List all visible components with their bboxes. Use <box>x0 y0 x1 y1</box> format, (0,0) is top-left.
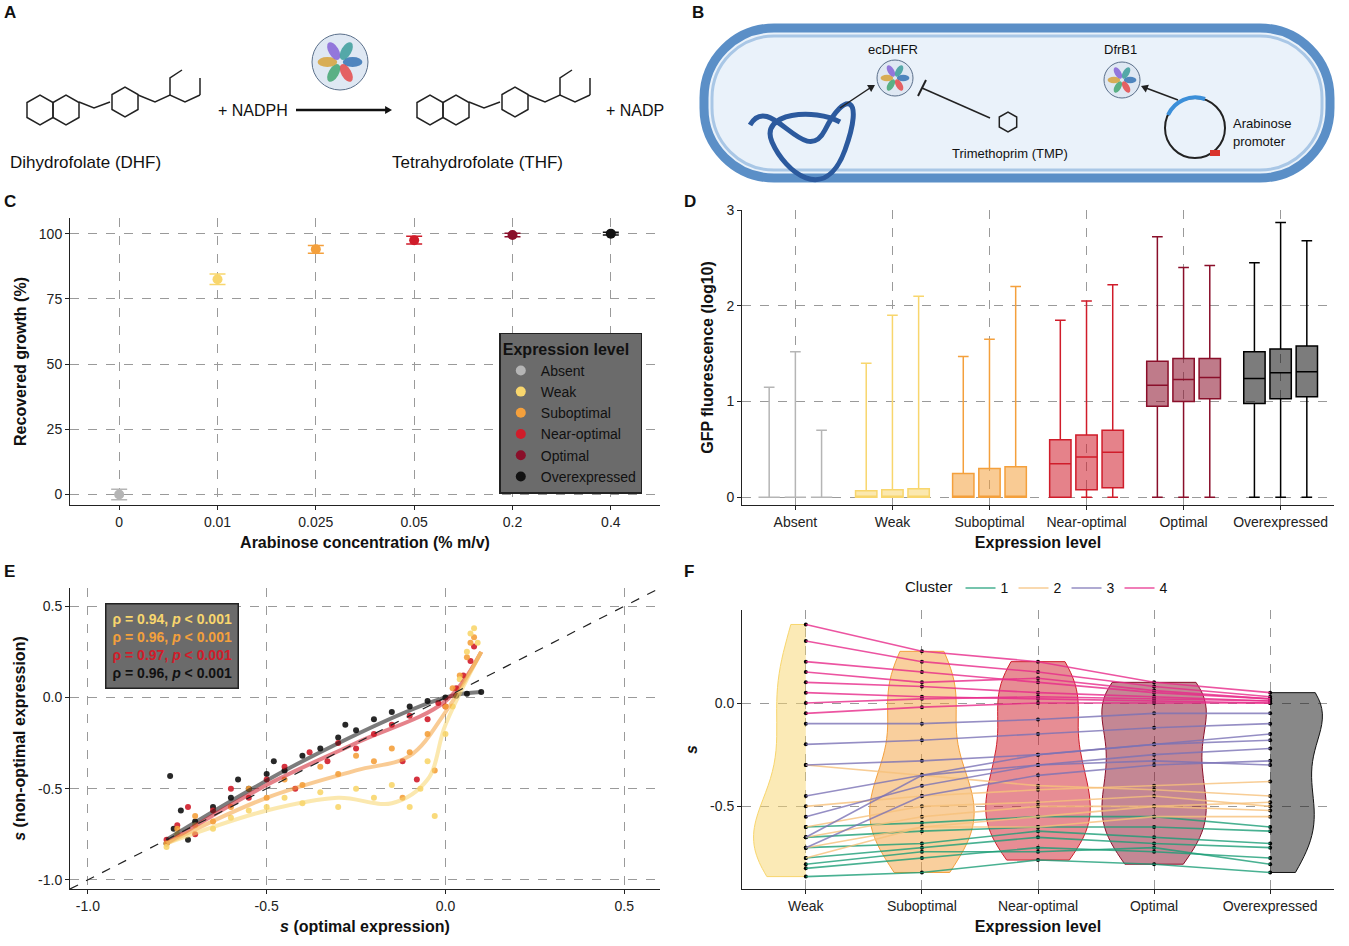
svg-text:s (non-optimal expression): s (non-optimal expression) <box>11 636 28 840</box>
svg-text:Suboptimal: Suboptimal <box>541 405 611 421</box>
svg-text:-0.5: -0.5 <box>710 798 734 814</box>
svg-text:Expression level: Expression level <box>975 534 1101 551</box>
svg-text:promoter: promoter <box>1233 134 1286 149</box>
svg-text:0: 0 <box>115 514 123 530</box>
svg-text:0.4: 0.4 <box>601 514 621 530</box>
svg-text:Weak: Weak <box>541 384 578 400</box>
svg-text:Dihydrofolate (DHF): Dihydrofolate (DHF) <box>10 153 161 172</box>
svg-text:A: A <box>4 3 16 22</box>
svg-text:-1.0: -1.0 <box>38 872 62 888</box>
svg-text:Overexpressed: Overexpressed <box>541 469 636 485</box>
svg-text:s (optimal expression): s (optimal expression) <box>280 918 450 935</box>
svg-text:0.05: 0.05 <box>401 514 428 530</box>
svg-text:3: 3 <box>1107 580 1115 596</box>
svg-text:s: s <box>683 745 700 754</box>
svg-text:75: 75 <box>47 291 63 307</box>
svg-text:0.5: 0.5 <box>43 598 63 614</box>
svg-text:-0.5: -0.5 <box>38 781 62 797</box>
svg-text:GFP fluorescence (log10): GFP fluorescence (log10) <box>699 261 716 454</box>
svg-text:0.025: 0.025 <box>298 514 333 530</box>
svg-text:DfrB1: DfrB1 <box>1104 42 1137 57</box>
svg-text:Overexpressed: Overexpressed <box>1233 514 1328 530</box>
svg-text:0.0: 0.0 <box>436 898 456 914</box>
html-text:D: D <box>684 192 697 211</box>
svg-text:Near-optimal: Near-optimal <box>998 898 1078 914</box>
svg-text:1: 1 <box>1001 580 1009 596</box>
html-text:F: F <box>684 562 695 581</box>
svg-text:Expression level: Expression level <box>503 341 629 358</box>
svg-text:25: 25 <box>47 421 63 437</box>
svg-text:4: 4 <box>1160 580 1168 596</box>
svg-text:Recovered growth (%): Recovered growth (%) <box>12 277 29 446</box>
svg-text:0: 0 <box>54 486 62 502</box>
svg-text:-0.5: -0.5 <box>255 898 279 914</box>
svg-text:Arabinose: Arabinose <box>1233 116 1292 131</box>
svg-text:+ NADPH: + NADPH <box>218 102 288 119</box>
svg-text:Cluster: Cluster <box>905 578 953 595</box>
svg-text:0.2: 0.2 <box>503 514 523 530</box>
svg-text:Expression level: Expression level <box>975 918 1101 935</box>
svg-text:Optimal: Optimal <box>1159 514 1207 530</box>
svg-text:1: 1 <box>726 393 734 409</box>
svg-text:ecDHFR: ecDHFR <box>868 42 918 57</box>
svg-text:Optimal: Optimal <box>1130 898 1178 914</box>
svg-text:Overexpressed: Overexpressed <box>1223 898 1318 914</box>
svg-text:B: B <box>692 3 704 22</box>
html-text:C: C <box>4 192 17 211</box>
svg-text:Trimethoprim (TMP): Trimethoprim (TMP) <box>952 146 1068 161</box>
svg-text:100: 100 <box>39 226 63 242</box>
svg-text:2: 2 <box>1054 580 1062 596</box>
svg-text:0.5: 0.5 <box>615 898 635 914</box>
svg-text:-1.0: -1.0 <box>76 898 100 914</box>
svg-text:Arabinose concentration (% m/v: Arabinose concentration (% m/v) <box>240 534 490 551</box>
html-text:E: E <box>4 562 16 581</box>
svg-text:Near-optimal: Near-optimal <box>1046 514 1126 530</box>
svg-text:Weak: Weak <box>875 514 912 530</box>
svg-text:Tetrahydrofolate (THF): Tetrahydrofolate (THF) <box>392 153 563 172</box>
svg-text:0: 0 <box>726 489 734 505</box>
svg-text:Absent: Absent <box>541 363 585 379</box>
svg-text:3: 3 <box>726 202 734 218</box>
svg-text:+ NADP: + NADP <box>606 102 664 119</box>
svg-text:0.0: 0.0 <box>43 689 63 705</box>
svg-text:Near-optimal: Near-optimal <box>541 426 621 442</box>
svg-text:Absent: Absent <box>774 514 818 530</box>
svg-text:Suboptimal: Suboptimal <box>887 898 957 914</box>
svg-text:0.01: 0.01 <box>204 514 231 530</box>
svg-text:Weak: Weak <box>788 898 825 914</box>
svg-text:0.0: 0.0 <box>715 695 735 711</box>
svg-text:ρ = 0.94, p < 0.001ρ = 0.96, p: ρ = 0.94, p < 0.001ρ = 0.96, p < 0.001ρ … <box>113 611 232 682</box>
svg-text:2: 2 <box>726 298 734 314</box>
svg-text:50: 50 <box>47 356 63 372</box>
svg-text:Suboptimal: Suboptimal <box>954 514 1024 530</box>
svg-text:Optimal: Optimal <box>541 448 589 464</box>
